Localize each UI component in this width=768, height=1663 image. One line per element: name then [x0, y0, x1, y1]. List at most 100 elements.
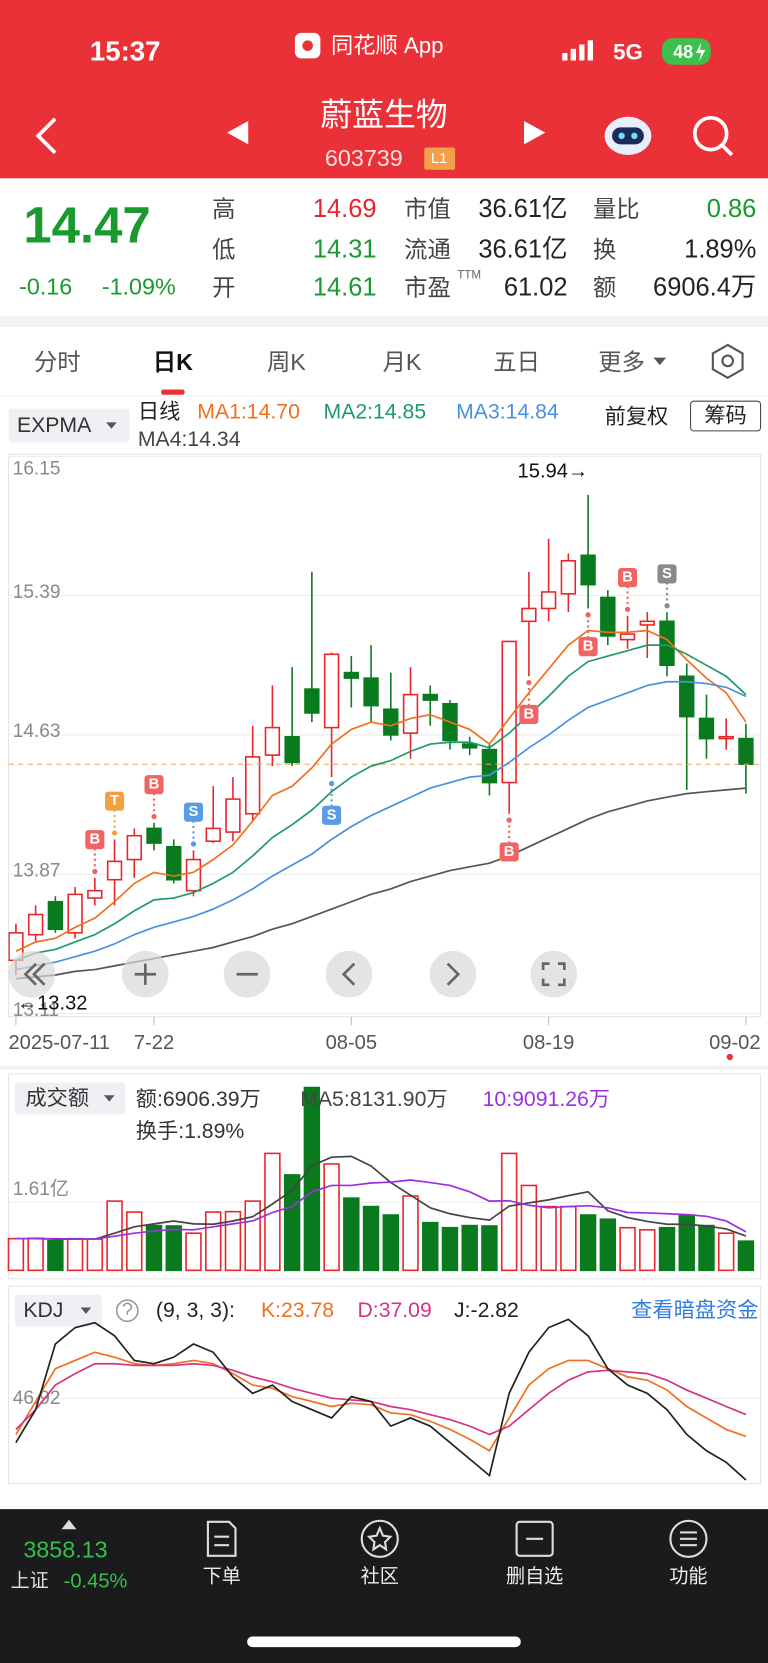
robot-button[interactable]: [604, 116, 652, 155]
kdj-plot: 46.92: [8, 1318, 761, 1481]
kline-plot: 16.15 15.39 14.63 13.87 13.11 B T B S S B B B B S: [8, 455, 761, 1017]
volume-bar: [126, 1211, 143, 1272]
volume-bar: [520, 1184, 538, 1272]
volume-bar: [323, 1163, 340, 1272]
back-button[interactable]: [35, 117, 57, 155]
dropdown-arrow: [103, 1095, 115, 1102]
volume-bar: [737, 1240, 755, 1272]
volume-bar: [639, 1229, 656, 1272]
volume-frame: [7, 1073, 762, 1280]
tab[interactable]: 日K: [153, 349, 193, 375]
volume-bar: [402, 1195, 419, 1272]
nav-label[interactable]: 功能: [669, 1566, 707, 1588]
candle-body: [244, 756, 261, 815]
legend-label: 10:9091.26万: [483, 1088, 610, 1111]
collapse-button[interactable]: [8, 950, 56, 998]
candle-body: [225, 798, 241, 833]
tab[interactable]: 周K: [267, 349, 306, 375]
tab[interactable]: 月K: [383, 349, 422, 375]
separator: [0, 1065, 768, 1070]
signal-box: [618, 568, 638, 588]
signal-dot: [585, 612, 591, 618]
y-tick-label: 15.39: [13, 582, 61, 603]
left-button[interactable]: [325, 950, 373, 998]
volume-bar: [579, 1214, 597, 1272]
legend-label: MA3:14.84: [456, 400, 559, 423]
volume-bar: [382, 1214, 400, 1272]
tab[interactable]: 五日: [493, 349, 540, 375]
signal-label: B: [504, 844, 515, 860]
tab[interactable]: 分时: [34, 349, 81, 375]
y-tick-label: 14.63: [13, 721, 61, 742]
volume-bar: [224, 1210, 242, 1272]
nav: 下单 社区 删自选 功能: [203, 1566, 708, 1588]
settings-button[interactable]: [711, 343, 744, 380]
zoom-out-button[interactable]: [223, 950, 271, 998]
stat-value: 14.69: [313, 195, 377, 223]
signal-dot: [190, 841, 197, 847]
index-arrow: [61, 1519, 77, 1530]
candle-body: [481, 748, 498, 784]
separator: [0, 316, 768, 327]
candle-body: [87, 889, 103, 899]
nav-label[interactable]: 删自选: [506, 1566, 563, 1588]
signal-label: S: [189, 804, 199, 820]
change-pct: -1.09%: [102, 274, 176, 300]
candle-body: [639, 620, 655, 626]
volume-bar: [481, 1225, 498, 1272]
zoom-in-button[interactable]: [121, 950, 169, 998]
candle-body: [580, 554, 596, 586]
kdj-select[interactable]: [14, 1294, 102, 1327]
chips-button[interactable]: [690, 400, 762, 432]
signal-dot: [151, 813, 157, 820]
fullscreen-button[interactable]: [530, 950, 578, 998]
indicator-select[interactable]: [8, 408, 130, 443]
nav-label[interactable]: 下单: [203, 1566, 241, 1588]
charging-icon: [695, 42, 706, 62]
volume-bar: [7, 1237, 25, 1272]
legend-label: K:23.78: [261, 1299, 334, 1322]
candle-body: [718, 735, 734, 740]
search-button[interactable]: [692, 115, 734, 157]
tab[interactable]: 更多: [598, 349, 645, 375]
index-value[interactable]: 3858.13: [23, 1536, 107, 1562]
stock-name: 蔚蓝生物: [320, 97, 447, 133]
help-icon[interactable]: [115, 1299, 139, 1323]
dropdown-arrow: [80, 1307, 92, 1314]
index-name: 上证: [11, 1570, 49, 1592]
right-button[interactable]: [429, 950, 477, 998]
signal-box: [578, 637, 598, 657]
candle-body: [363, 677, 379, 707]
signal-box: [105, 791, 125, 811]
signal-box: [85, 830, 105, 850]
chart-toolbar: [8, 950, 578, 998]
kdj-line: [15, 1362, 747, 1436]
signal-dot: [328, 780, 335, 787]
prev-stock[interactable]: [227, 120, 249, 145]
signal-dot: [506, 817, 512, 823]
x-tick-label: 08-19: [523, 1032, 575, 1054]
candle-body: [205, 827, 221, 843]
dark-pool-link[interactable]: 查看暗盘资金: [631, 1298, 758, 1322]
volume-select[interactable]: [14, 1082, 126, 1115]
app-name: 同花顺 App: [331, 33, 444, 58]
volume-bar: [441, 1226, 459, 1272]
next-stock[interactable]: [524, 120, 546, 145]
signal-box: [183, 802, 204, 822]
chips: 筹码: [704, 404, 746, 428]
legend-label: J:-2.82: [454, 1299, 519, 1322]
nav-label[interactable]: 社区: [361, 1566, 399, 1588]
volume-bar: [540, 1205, 557, 1272]
y-tick-label: 16.15: [13, 459, 61, 480]
battery: [661, 38, 711, 65]
signal-box: [657, 564, 677, 584]
stat-value: 0.86: [707, 195, 757, 223]
adjust[interactable]: 前复权: [605, 405, 669, 429]
turnover: 换手:1.89%: [136, 1119, 245, 1143]
index-change: -0.45%: [64, 1570, 128, 1592]
ma-line: [15, 680, 747, 971]
candle-body: [600, 596, 616, 637]
candle-body: [67, 893, 83, 934]
signal-label: S: [327, 807, 337, 823]
stat-label: 低: [212, 236, 235, 262]
